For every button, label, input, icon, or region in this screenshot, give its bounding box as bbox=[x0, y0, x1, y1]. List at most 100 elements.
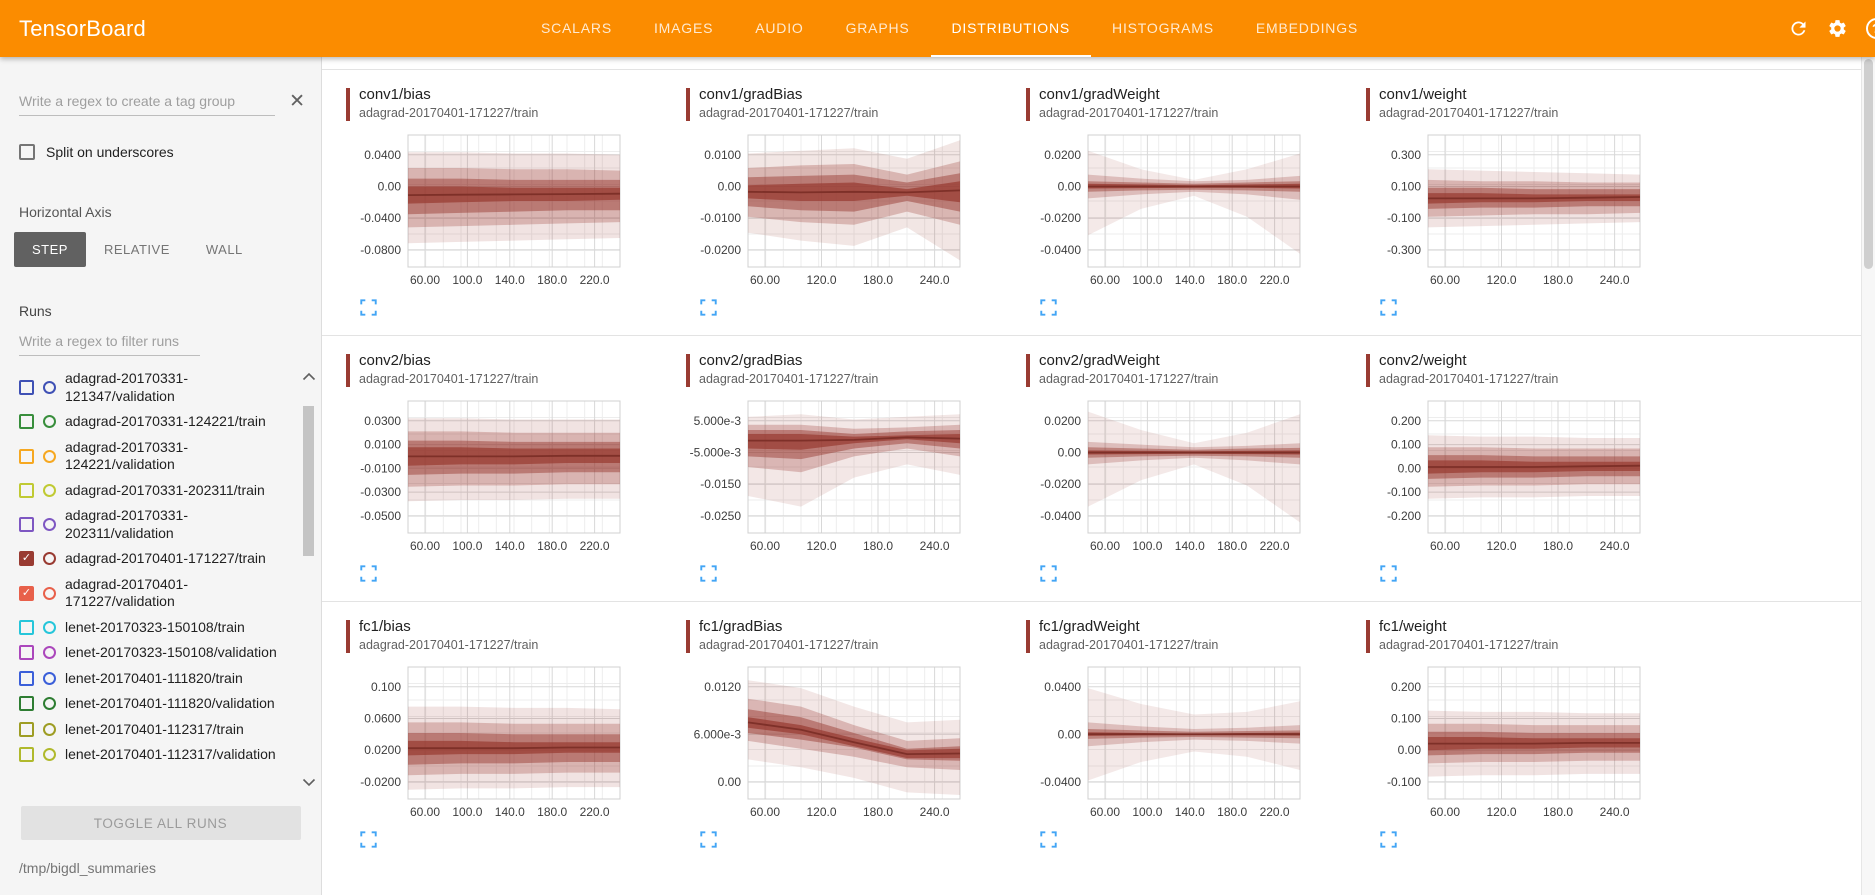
run-checkbox[interactable] bbox=[19, 696, 34, 712]
expand-icon[interactable] bbox=[360, 299, 378, 317]
checkbox-box[interactable] bbox=[19, 144, 35, 160]
distribution-chart[interactable]: 60.00 100.0 140.0 180.0 220.0 0.0400 0.00 -0.04… bbox=[346, 129, 646, 293]
run-radio[interactable] bbox=[43, 697, 56, 711]
svg-text:120.0: 120.0 bbox=[806, 273, 836, 287]
run-radio[interactable] bbox=[43, 646, 56, 660]
run-checkbox[interactable] bbox=[19, 619, 34, 635]
main-scrollbar-thumb[interactable] bbox=[1864, 59, 1873, 269]
expand-icon[interactable] bbox=[1380, 565, 1398, 583]
run-row[interactable]: lenet-20170323-150108/train bbox=[19, 615, 281, 641]
run-radio[interactable] bbox=[43, 415, 56, 429]
run-checkbox[interactable] bbox=[19, 482, 34, 498]
chart-run-name: adagrad-20170401-171227/train bbox=[1039, 106, 1219, 120]
distribution-chart[interactable]: 60.00 100.0 140.0 180.0 220.0 0.0300 0.0100 -0.… bbox=[346, 395, 646, 559]
distribution-chart[interactable]: 60.00 120.0 180.0 240.0 0.300 0.100 -0.100 -0.3… bbox=[1366, 129, 1666, 293]
chart-title: conv2/bias bbox=[359, 352, 431, 369]
distribution-chart[interactable]: 60.00 100.0 140.0 180.0 220.0 0.0400 0.00 -0.04… bbox=[1026, 661, 1326, 825]
main-scrollbar[interactable] bbox=[1861, 57, 1875, 895]
svg-text:240.0: 240.0 bbox=[1600, 273, 1630, 287]
svg-text:0.100: 0.100 bbox=[1391, 438, 1421, 452]
axis-relative-button[interactable]: RELATIVE bbox=[86, 232, 188, 267]
svg-text:-0.0400: -0.0400 bbox=[360, 211, 401, 225]
run-row[interactable]: adagrad-20170331-124221/train bbox=[19, 409, 281, 435]
charts-row: conv1/bias adagrad-20170401-171227/train 6… bbox=[322, 70, 1861, 335]
runs-list-scrollbar[interactable] bbox=[301, 366, 317, 794]
expand-icon[interactable] bbox=[360, 565, 378, 583]
run-checkbox[interactable] bbox=[19, 517, 34, 532]
run-row[interactable]: lenet-20170401-112317/validation bbox=[19, 742, 281, 768]
tab-scalars[interactable]: SCALARS bbox=[541, 19, 612, 36]
expand-icon[interactable] bbox=[1380, 299, 1398, 317]
run-radio[interactable] bbox=[43, 518, 56, 531]
svg-text:220.0: 220.0 bbox=[1260, 805, 1290, 819]
run-radio[interactable] bbox=[43, 483, 56, 497]
tab-embeddings[interactable]: EMBEDDINGS bbox=[1255, 19, 1359, 36]
tag-group-input[interactable] bbox=[19, 87, 276, 116]
run-checkbox[interactable] bbox=[19, 747, 34, 763]
run-row[interactable]: lenet-20170401-112317/train bbox=[19, 717, 281, 743]
run-row[interactable]: adagrad-20170331-124221/validation bbox=[19, 435, 281, 478]
run-row[interactable]: lenet-20170401-111820/validation bbox=[19, 691, 281, 717]
help-icon[interactable]: ? bbox=[1865, 18, 1875, 40]
run-checkbox[interactable] bbox=[19, 670, 34, 686]
run-checkbox[interactable]: ✓ bbox=[19, 585, 34, 601]
run-radio[interactable] bbox=[43, 671, 56, 685]
run-checkbox[interactable] bbox=[19, 414, 34, 430]
run-checkbox[interactable] bbox=[19, 645, 34, 661]
axis-step-button[interactable]: STEP bbox=[14, 232, 86, 267]
run-row[interactable]: ✓ adagrad-20170401-171227/validation bbox=[19, 572, 281, 615]
close-icon[interactable]: ✕ bbox=[289, 91, 305, 112]
run-checkbox[interactable] bbox=[19, 448, 34, 464]
split-underscores-checkbox[interactable]: Split on underscores bbox=[19, 144, 302, 160]
tab-images[interactable]: IMAGES bbox=[653, 19, 714, 36]
distribution-chart[interactable]: 60.00 120.0 180.0 240.0 5.000e-3 -5.000e-3 -0.… bbox=[686, 395, 986, 559]
run-radio[interactable] bbox=[43, 552, 56, 566]
run-radio[interactable] bbox=[43, 748, 56, 762]
scroll-down-icon[interactable] bbox=[302, 774, 316, 792]
run-radio[interactable] bbox=[43, 620, 56, 634]
expand-icon[interactable] bbox=[1040, 565, 1058, 583]
run-radio[interactable] bbox=[43, 381, 56, 394]
tab-audio[interactable]: AUDIO bbox=[755, 19, 804, 36]
chart-title-group: conv1/gradWeight adagrad-20170401-171227/… bbox=[1039, 86, 1218, 120]
run-radio[interactable] bbox=[43, 449, 56, 463]
run-row[interactable]: adagrad-20170331-202311/train bbox=[19, 478, 281, 504]
distribution-chart[interactable]: 60.00 100.0 140.0 180.0 220.0 0.0200 0.00 -0.02… bbox=[1026, 129, 1326, 293]
run-row[interactable]: lenet-20170401-111820/train bbox=[19, 666, 281, 692]
run-checkbox[interactable] bbox=[19, 721, 34, 737]
scrollbar-thumb[interactable] bbox=[303, 406, 314, 556]
refresh-icon[interactable] bbox=[1787, 18, 1809, 40]
expand-icon[interactable] bbox=[700, 831, 718, 849]
run-checkbox[interactable]: ✓ bbox=[19, 551, 34, 567]
expand-icon[interactable] bbox=[1040, 299, 1058, 317]
svg-text:-0.0300: -0.0300 bbox=[360, 485, 401, 499]
distribution-chart[interactable]: 60.00 120.0 180.0 240.0 0.200 0.100 0.00 -0.100 bbox=[1366, 661, 1666, 825]
axis-wall-button[interactable]: WALL bbox=[188, 232, 261, 267]
tab-graphs[interactable]: GRAPHS bbox=[845, 19, 910, 36]
distribution-chart[interactable]: 60.00 120.0 180.0 240.0 0.0120 6.000e-3 0.00 bbox=[686, 661, 986, 825]
distribution-chart[interactable]: 60.00 120.0 180.0 240.0 0.0100 0.00 -0.0100 -0.… bbox=[686, 129, 986, 293]
run-row[interactable]: adagrad-20170331-202311/validation bbox=[19, 503, 281, 546]
chart-run-name: adagrad-20170401-171227/train bbox=[359, 638, 539, 652]
expand-icon[interactable] bbox=[1040, 831, 1058, 849]
runs-filter-input[interactable] bbox=[19, 327, 200, 356]
expand-icon[interactable] bbox=[1380, 831, 1398, 849]
toggle-all-runs-button[interactable]: TOGGLE ALL RUNS bbox=[20, 806, 301, 840]
run-radio[interactable] bbox=[43, 586, 56, 600]
run-row[interactable]: ✓ adagrad-20170401-171227/train bbox=[19, 546, 281, 572]
run-row[interactable]: lenet-20170323-150108/validation bbox=[19, 640, 281, 666]
expand-icon[interactable] bbox=[700, 299, 718, 317]
distribution-chart[interactable]: 60.00 120.0 180.0 240.0 0.200 0.100 0.00 -0.100… bbox=[1366, 395, 1666, 559]
tab-histograms[interactable]: HISTOGRAMS bbox=[1112, 19, 1214, 36]
tab-distributions[interactable]: DISTRIBUTIONS bbox=[930, 0, 1092, 57]
expand-icon[interactable] bbox=[360, 831, 378, 849]
settings-gear-icon[interactable] bbox=[1826, 18, 1848, 40]
distribution-chart[interactable]: 60.00 100.0 140.0 180.0 220.0 0.100 0.0600 0.02… bbox=[346, 661, 646, 825]
run-radio[interactable] bbox=[43, 722, 56, 736]
scroll-up-icon[interactable] bbox=[302, 368, 316, 386]
chart-run-name: adagrad-20170401-171227/train bbox=[1379, 372, 1559, 386]
distribution-chart[interactable]: 60.00 100.0 140.0 180.0 220.0 0.0200 0.00 -0.02… bbox=[1026, 395, 1326, 559]
run-row[interactable]: adagrad-20170331-121347/validation bbox=[19, 366, 281, 409]
expand-icon[interactable] bbox=[700, 565, 718, 583]
run-checkbox[interactable] bbox=[19, 380, 34, 395]
